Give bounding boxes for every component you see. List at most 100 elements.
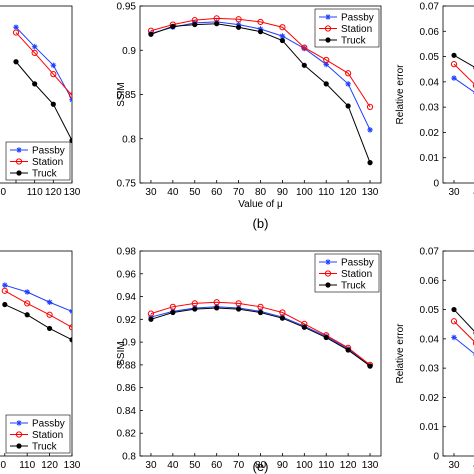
series-station <box>1 287 72 331</box>
chart-panel-f: 00.010.020.030.040.050.060.07304Relative… <box>395 247 474 471</box>
data-point <box>345 70 352 77</box>
y-tick-label: 0.03 <box>420 364 440 375</box>
series-line <box>150 306 371 367</box>
data-point <box>279 37 286 44</box>
data-point <box>192 306 198 312</box>
x-tick-label: 130 <box>64 187 81 198</box>
x-tick-label: 90 <box>277 187 289 198</box>
series-truck <box>2 301 72 343</box>
data-point <box>451 75 457 81</box>
data-point <box>323 81 329 87</box>
legend-label: Truck <box>341 281 367 292</box>
series-line <box>453 77 474 93</box>
x-tick-label: 40 <box>167 460 179 471</box>
data-point <box>323 334 329 341</box>
y-axis-label: SSIM <box>116 82 127 106</box>
data-point <box>170 23 176 29</box>
legend-marker <box>325 259 331 265</box>
x-tick-label: 40 <box>167 187 179 198</box>
legend-label: Station <box>32 157 63 168</box>
x-tick-label: 0 <box>0 460 6 471</box>
x-tick-label: 60 <box>211 460 223 471</box>
x-tick-label: 110 <box>19 460 35 471</box>
x-tick-label: 50 <box>189 187 201 198</box>
data-point <box>32 81 38 87</box>
y-tick-label: 0.88 <box>117 360 137 371</box>
data-point <box>69 137 72 144</box>
data-point <box>450 61 458 68</box>
legend-marker <box>15 431 23 438</box>
x-tick-label: 110 <box>318 187 334 198</box>
data-point <box>148 316 154 322</box>
y-tick-label: 0.92 <box>117 315 137 326</box>
data-point <box>2 301 8 308</box>
data-point <box>257 26 264 32</box>
series-line <box>453 309 474 332</box>
x-tick-label: 120 <box>340 187 357 198</box>
data-point <box>451 52 457 58</box>
legend-label: Passby <box>32 146 65 157</box>
data-point <box>214 21 220 27</box>
y-tick-label: 0.8 <box>122 452 136 463</box>
series-line <box>15 32 72 96</box>
series-line <box>150 17 371 108</box>
y-tick-label: 0.95 <box>117 2 137 13</box>
data-point <box>451 334 457 341</box>
x-tick-label: 120 <box>41 460 58 471</box>
data-point <box>345 81 351 87</box>
y-tick-label: 0.01 <box>420 422 440 433</box>
data-point <box>301 44 308 51</box>
data-point <box>50 62 57 69</box>
data-point <box>148 31 154 37</box>
data-point <box>47 325 53 332</box>
series-passby <box>451 334 474 357</box>
x-tick-label: 0 <box>0 187 6 198</box>
data-point <box>192 21 198 28</box>
y-tick-label: 0.8 <box>122 134 136 145</box>
data-point <box>235 21 242 28</box>
series-passby <box>13 24 72 103</box>
legend-label: Passby <box>32 419 65 430</box>
data-point <box>257 29 264 35</box>
y-axis-label: SSIM <box>116 341 127 365</box>
data-point <box>451 306 457 313</box>
y-tick-label: 0.05 <box>420 305 440 316</box>
data-point <box>367 127 373 133</box>
data-point <box>50 101 56 107</box>
x-tick-label: 100 <box>296 460 313 471</box>
data-point <box>46 299 53 306</box>
plot-frame <box>442 5 474 184</box>
data-point <box>323 61 330 68</box>
data-point <box>31 49 38 57</box>
data-point <box>68 324 72 331</box>
y-tick-label: 0 <box>433 179 439 190</box>
data-point <box>301 62 307 68</box>
legend-marker <box>16 443 22 449</box>
x-tick-label: 100 <box>296 187 313 198</box>
x-tick-label: 110 <box>27 187 43 198</box>
series-line <box>453 320 474 342</box>
data-point <box>213 299 220 306</box>
legend-label: Passby <box>341 258 374 269</box>
data-point <box>257 309 264 316</box>
y-tick-label: 0.02 <box>420 128 440 139</box>
y-tick-label: 0.04 <box>420 77 440 88</box>
legend-label: Station <box>32 430 63 441</box>
legend-marker <box>325 14 331 20</box>
series-passby <box>451 75 474 96</box>
y-tick-label: 0.96 <box>117 269 137 280</box>
data-point <box>450 318 458 325</box>
data-point <box>257 303 264 310</box>
data-point <box>24 300 31 307</box>
legend-marker <box>15 158 23 165</box>
data-point <box>366 103 374 110</box>
y-tick-label: 0 <box>433 452 439 463</box>
series-line <box>4 284 72 312</box>
x-tick-label: 90 <box>277 460 289 471</box>
legend-marker <box>16 147 22 153</box>
data-point <box>345 347 351 353</box>
y-tick-label: 0.07 <box>420 247 440 258</box>
data-point <box>213 15 220 22</box>
